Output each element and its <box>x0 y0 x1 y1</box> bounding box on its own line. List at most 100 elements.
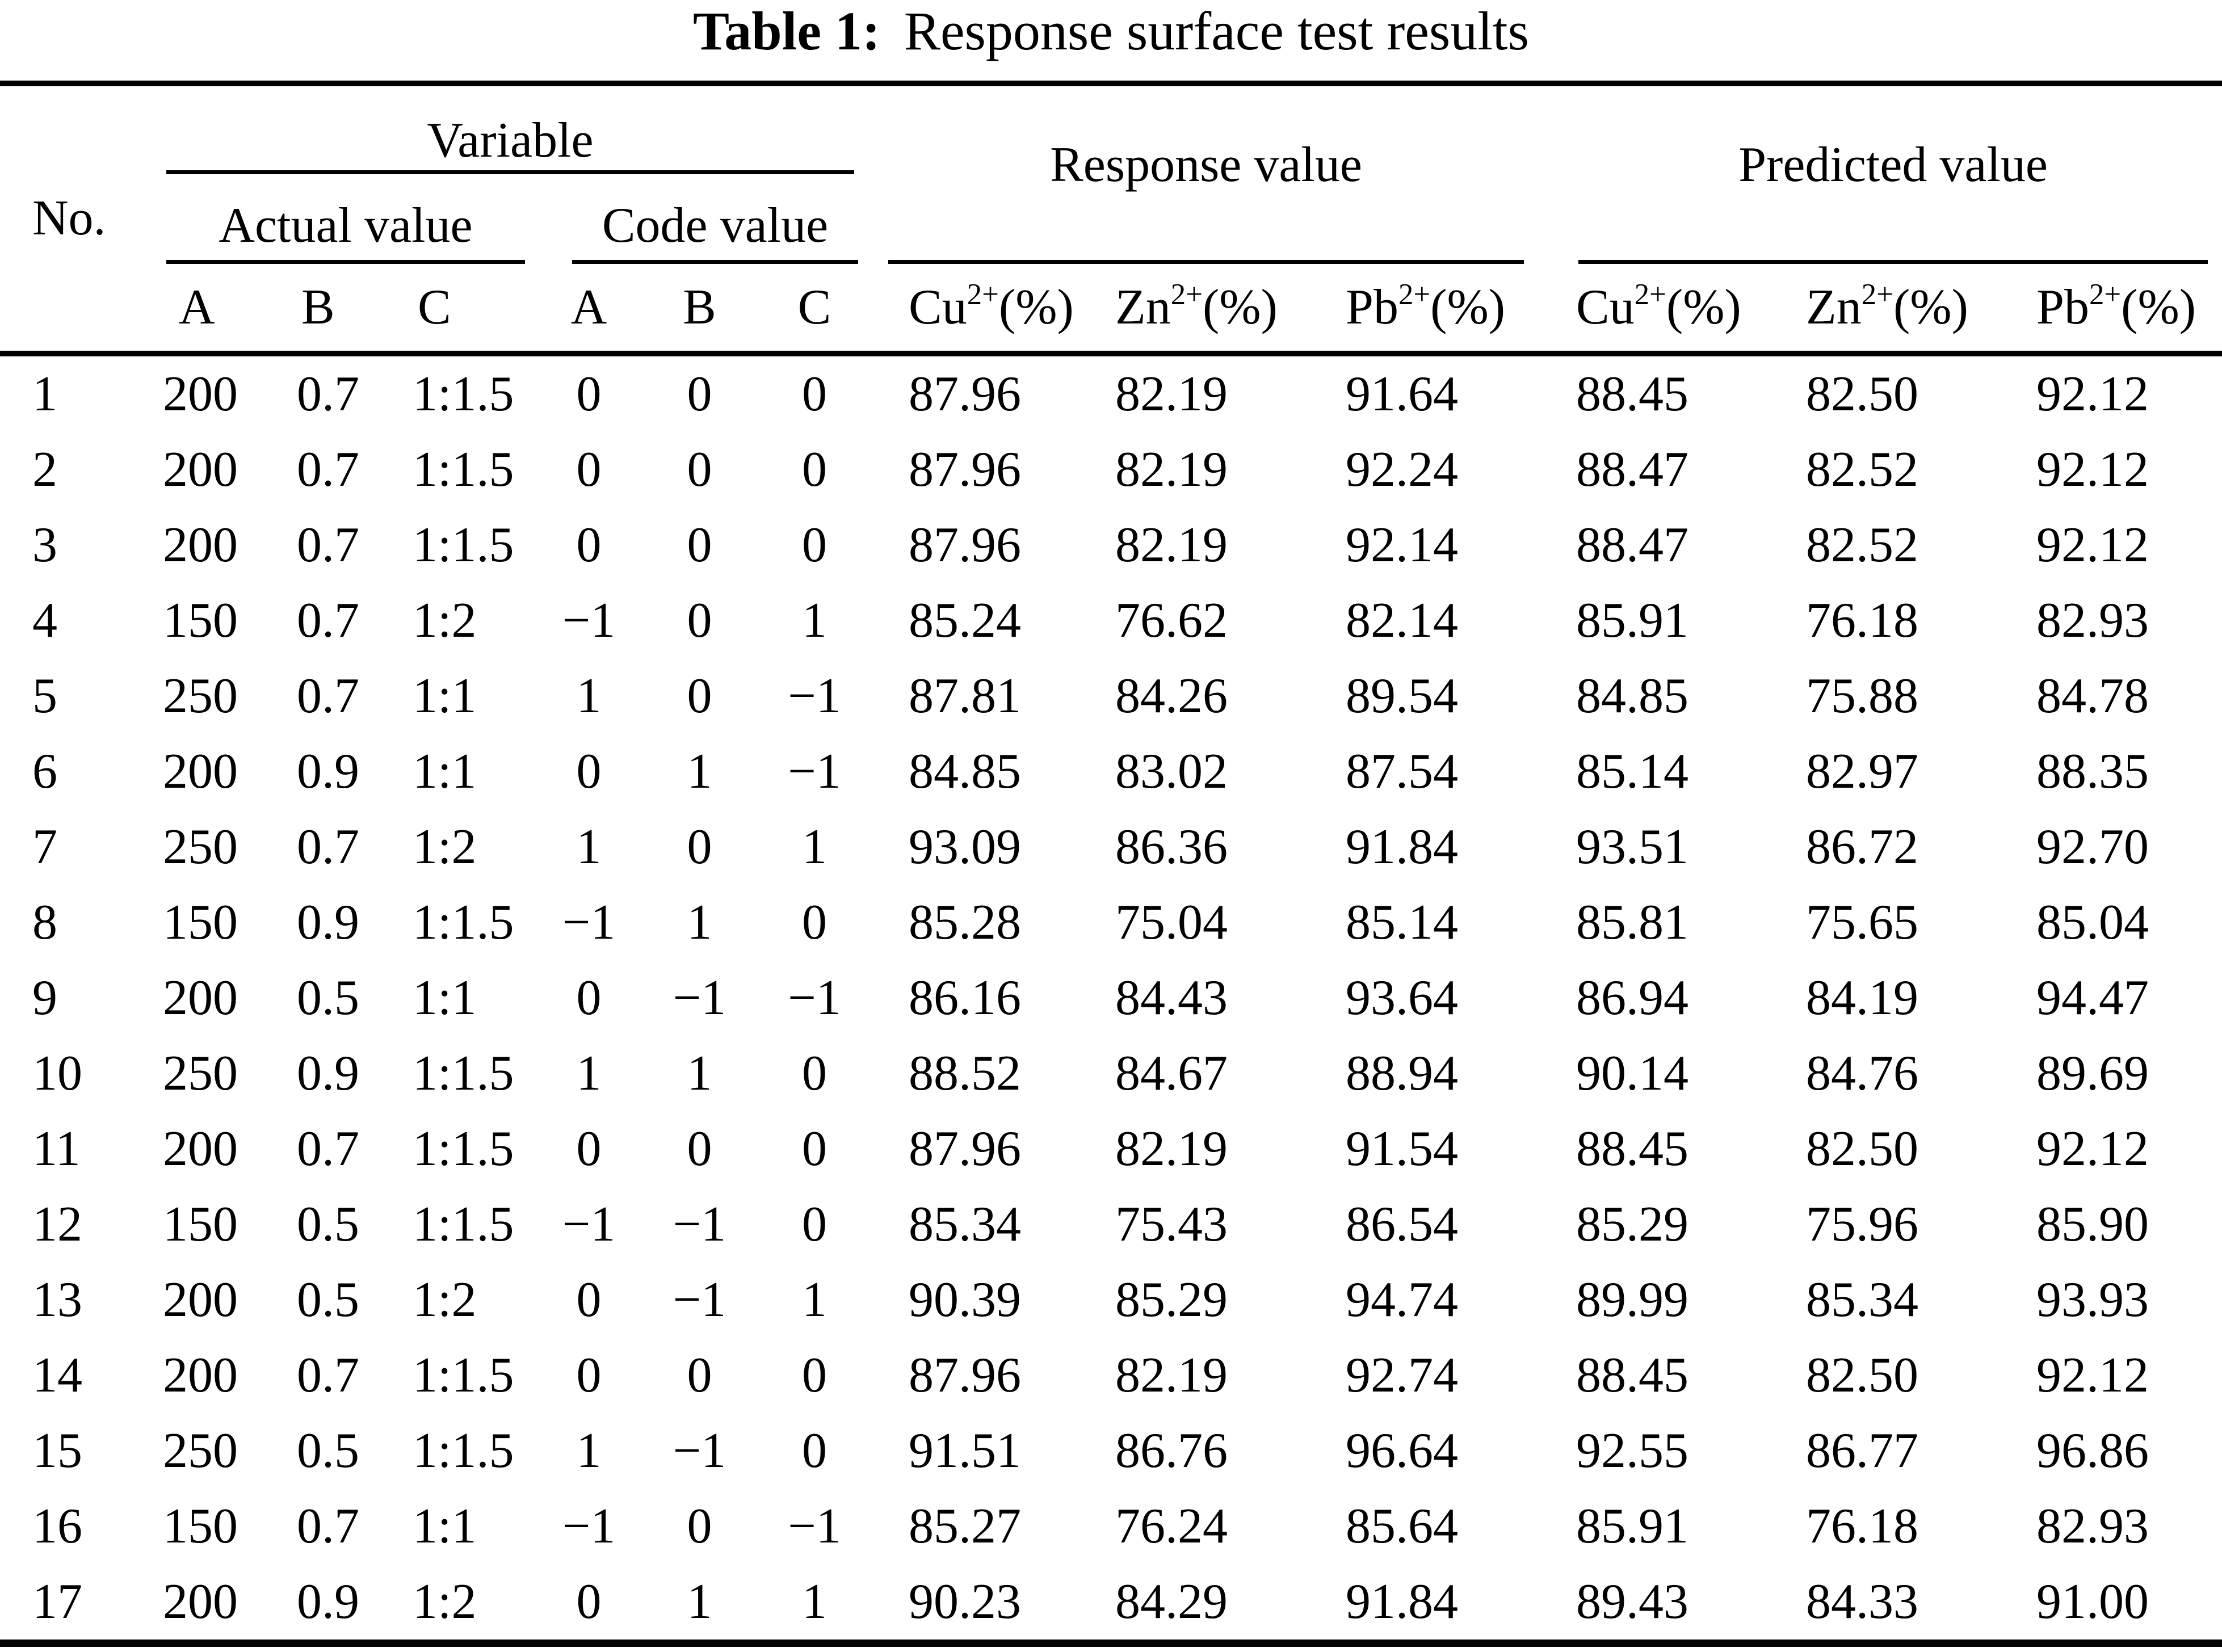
cell-actual-b: 0.7 <box>297 668 359 724</box>
cell-code-c: 0 <box>802 1196 827 1252</box>
table-row: 17 200 0.9 1:2 0 1 1 90.23 84.29 91.84 8… <box>0 1564 2222 1643</box>
cell-response-pb: 93.64 <box>1346 970 1458 1025</box>
cell-code-b: 1 <box>687 743 712 799</box>
cell-actual-a: 200 <box>163 1347 238 1403</box>
cell-predicted-cu: 88.47 <box>1576 517 1689 573</box>
cell-response-zn: 84.26 <box>1115 668 1228 724</box>
cell-actual-b: 0.5 <box>297 1196 359 1252</box>
cell-actual-a: 200 <box>163 1272 238 1327</box>
cell-actual-b: 0.5 <box>297 970 359 1025</box>
cell-code-a: −1 <box>562 1498 616 1554</box>
cell-predicted-pb: 93.93 <box>2036 1272 2149 1327</box>
subgroup-header-actual-value: Actual value <box>148 174 539 264</box>
cell-predicted-zn: 76.18 <box>1806 592 1919 648</box>
cell-code-c: 0 <box>802 1347 827 1403</box>
group-header-variable-label: Variable <box>427 113 594 168</box>
cell-code-c: −1 <box>788 743 841 799</box>
results-table: No. Variable Response value Predicted va… <box>0 81 2222 1647</box>
cell-code-b: 0 <box>687 1121 712 1176</box>
cell-actual-c: 1:1.5 <box>413 1347 514 1403</box>
cell-actual-b: 0.7 <box>297 592 359 648</box>
cell-response-pb: 92.14 <box>1346 517 1458 573</box>
cell-predicted-pb: 94.47 <box>2036 970 2149 1025</box>
cell-actual-c: 1:1.5 <box>413 1196 514 1252</box>
cell-predicted-zn: 84.33 <box>1806 1574 1919 1629</box>
cell-response-zn: 84.29 <box>1115 1574 1228 1629</box>
cell-response-pb: 82.14 <box>1346 592 1458 648</box>
col-header-actual-c: C <box>397 264 539 356</box>
cell-actual-a: 150 <box>163 894 238 950</box>
table-row: 6 200 0.9 1:1 0 1 −1 84.85 83.02 87.54 8… <box>0 734 2222 809</box>
cell-response-zn: 83.02 <box>1115 743 1228 799</box>
cell-code-b: −1 <box>673 1196 726 1252</box>
cell-response-zn: 86.36 <box>1115 819 1228 875</box>
cell-actual-c: 1:1 <box>413 668 477 724</box>
table-row: 11 200 0.7 1:1.5 0 0 0 87.96 82.19 91.54… <box>0 1111 2222 1187</box>
cell-response-cu: 87.96 <box>909 1121 1021 1176</box>
col-header-code-a: A <box>539 264 639 356</box>
cell-predicted-pb: 85.90 <box>2036 1196 2149 1252</box>
cell-response-zn: 76.24 <box>1115 1498 1228 1554</box>
cell-response-cu: 90.39 <box>909 1272 1021 1327</box>
cell-predicted-cu: 88.47 <box>1576 442 1689 497</box>
col-header-actual-b: B <box>281 264 397 356</box>
ion-symbol: Pb <box>1346 279 1398 335</box>
cell-actual-b: 0.7 <box>297 1347 359 1403</box>
cell-code-c: 1 <box>802 1272 827 1327</box>
cell-predicted-pb: 85.04 <box>2036 894 2149 950</box>
cell-predicted-cu: 85.81 <box>1576 894 1689 950</box>
cell-actual-b: 0.7 <box>297 819 359 875</box>
cell-response-zn: 85.29 <box>1115 1272 1228 1327</box>
table-row: 4 150 0.7 1:2 −1 0 1 85.24 76.62 82.14 8… <box>0 583 2222 658</box>
cell-response-cu: 93.09 <box>909 819 1021 875</box>
table-caption-text: Response surface test results <box>904 1 1529 61</box>
subgroup-header-code-label: Code value <box>602 198 829 253</box>
cell-predicted-pb: 92.12 <box>2036 1347 2149 1403</box>
cell-actual-b: 0.7 <box>297 366 359 422</box>
cell-actual-c: 1:1 <box>413 970 477 1025</box>
col-header-response-cu: Cu2+(%) <box>868 264 1098 356</box>
cell-predicted-cu: 88.45 <box>1576 366 1689 422</box>
cell-actual-b: 0.9 <box>297 743 359 799</box>
cell-actual-c: 1:2 <box>413 592 477 648</box>
cell-predicted-zn: 75.88 <box>1806 668 1919 724</box>
ion-symbol: Zn <box>1115 279 1171 335</box>
cell-predicted-pb: 84.78 <box>2036 668 2149 724</box>
ion-charge: 2+ <box>1398 278 1431 312</box>
table-row: 10 250 0.9 1:1.5 1 1 0 88.52 84.67 88.94… <box>0 1036 2222 1111</box>
ion-symbol: Pb <box>2036 279 2089 335</box>
cell-actual-b: 0.5 <box>297 1423 359 1478</box>
cell-code-b: −1 <box>673 1423 726 1478</box>
ion-charge: 2+ <box>1861 278 1893 312</box>
cell-code-a: 1 <box>576 1423 602 1478</box>
cell-response-pb: 91.54 <box>1346 1121 1458 1176</box>
cell-predicted-pb: 91.00 <box>2036 1574 2149 1629</box>
cell-predicted-zn: 82.52 <box>1806 517 1919 573</box>
cell-response-pb: 92.74 <box>1346 1347 1458 1403</box>
ion-unit: (%) <box>1430 279 1506 335</box>
cell-predicted-cu: 89.99 <box>1576 1272 1689 1327</box>
cell-actual-c: 1:1.5 <box>413 517 514 573</box>
cell-response-pb: 91.84 <box>1346 1574 1458 1629</box>
cell-no: 6 <box>32 743 57 799</box>
table-row: 2 200 0.7 1:1.5 0 0 0 87.96 82.19 92.24 … <box>0 432 2222 507</box>
cell-predicted-cu: 85.29 <box>1576 1196 1689 1252</box>
cell-actual-a: 150 <box>163 1498 238 1554</box>
ion-symbol: Cu <box>1576 279 1635 335</box>
col-header-predicted-cu: Cu2+(%) <box>1558 264 1788 356</box>
cell-predicted-zn: 82.50 <box>1806 1347 1919 1403</box>
table-row: 12 150 0.5 1:1.5 −1 −1 0 85.34 75.43 86.… <box>0 1187 2222 1262</box>
cell-response-pb: 85.14 <box>1346 894 1458 950</box>
cell-response-zn: 82.19 <box>1115 1347 1228 1403</box>
cell-response-cu: 87.96 <box>909 1347 1021 1403</box>
cell-code-a: −1 <box>562 592 616 648</box>
cell-code-a: 1 <box>576 819 602 875</box>
cell-code-c: 0 <box>802 894 827 950</box>
cell-code-c: −1 <box>788 668 841 724</box>
table-caption: Table 1: Response surface test results <box>0 0 2222 81</box>
cell-no: 17 <box>32 1574 82 1629</box>
cell-code-a: 0 <box>576 366 602 422</box>
group-header-response-label: Response value <box>1050 137 1362 192</box>
cell-actual-c: 1:1 <box>413 743 477 799</box>
cell-actual-a: 200 <box>163 366 238 422</box>
